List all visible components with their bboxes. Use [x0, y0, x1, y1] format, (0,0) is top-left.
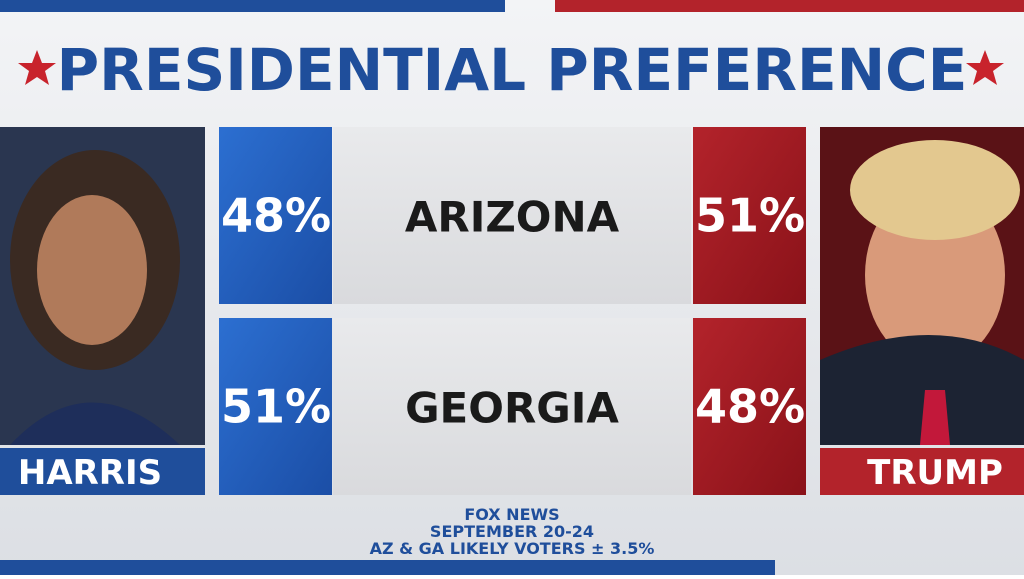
top-bar-red [555, 0, 1024, 12]
star [966, 50, 1004, 85]
footer-line: AZ & GA LIKELY VOTERS ± 3.5% [370, 539, 655, 558]
state-name: GEORGIA [405, 384, 619, 433]
face [37, 195, 147, 345]
trump-percent: 48% [695, 380, 805, 434]
name-bar [0, 448, 205, 495]
title: PRESIDENTIAL PREFERENCE [57, 36, 968, 104]
harris-cell [219, 127, 332, 304]
candidate-name: HARRIS [18, 453, 162, 493]
harris-percent: 51% [221, 380, 331, 434]
body [820, 335, 1024, 445]
hair [850, 140, 1020, 240]
star [18, 50, 56, 85]
name-bar [820, 448, 1024, 495]
trump-cell [693, 127, 806, 304]
state-cell [333, 318, 691, 495]
top-bar-blue [0, 0, 505, 12]
bottom-bar [0, 560, 775, 575]
trump-percent: 51% [695, 189, 805, 243]
footer-line: FOX NEWS [464, 505, 559, 524]
rows: 48% ARIZONA 51% 51% GEORGIA 48% [219, 127, 806, 495]
state-name: ARIZONA [405, 193, 620, 242]
harris-cell [219, 318, 332, 495]
trump-cell [693, 318, 806, 495]
state-cell [333, 127, 691, 304]
footer-line: SEPTEMBER 20-24 [430, 522, 594, 541]
harris-percent: 48% [221, 189, 331, 243]
tie [920, 390, 950, 445]
candidate-name: TRUMP [867, 453, 1003, 493]
body [10, 402, 180, 445]
